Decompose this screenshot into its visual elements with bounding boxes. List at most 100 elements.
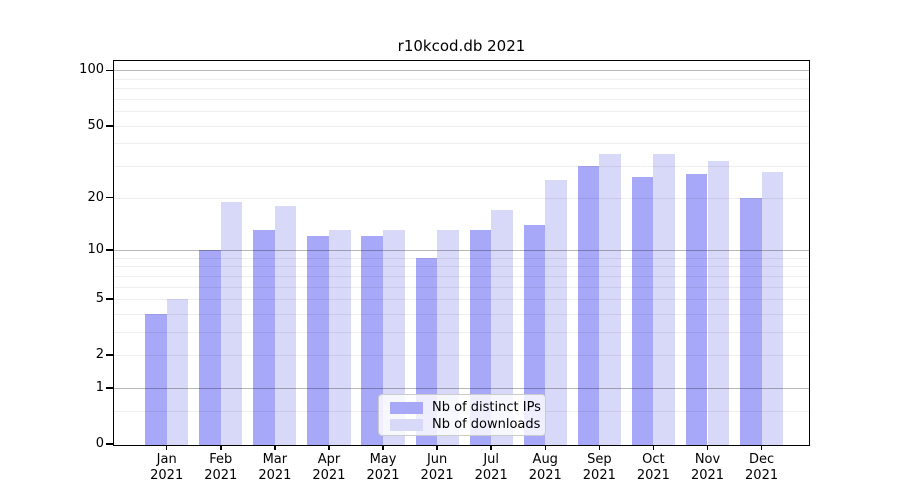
gridline-9 [114, 257, 809, 259]
y-tick-label-10: 10 [87, 241, 104, 257]
x-label-year: 2021 [745, 468, 779, 483]
x-tick-may [382, 445, 384, 450]
x-label-year: 2021 [420, 468, 454, 483]
x-label-year: 2021 [312, 468, 346, 483]
x-label-year: 2021 [690, 468, 725, 483]
x-tick-apr [328, 445, 330, 450]
gridline-70 [114, 99, 809, 101]
y-tick-100 [106, 69, 113, 72]
bar-downloads-sep [599, 154, 621, 445]
x-label-month: Mar [262, 452, 288, 467]
x-tick-label-may: May 2021 [352, 452, 414, 484]
x-tick-label-jun: Jun 2021 [406, 452, 468, 484]
x-label-year: 2021 [474, 468, 508, 483]
x-tick-label-mar: Mar 2021 [244, 452, 306, 484]
x-tick-label-dec: Dec 2021 [731, 452, 793, 484]
gridline-30 [114, 166, 809, 168]
bar-distinct-ips-apr [307, 236, 329, 445]
bar-distinct-ips-jan [145, 313, 167, 445]
x-label-year: 2021 [582, 468, 616, 483]
x-tick-jun [436, 445, 438, 450]
bar-downloads-dec [761, 171, 784, 445]
x-label-month: Dec [749, 452, 775, 467]
gridline-40 [114, 143, 809, 145]
bar-downloads-feb [220, 201, 243, 445]
x-tick-feb [220, 445, 222, 450]
x-label-month: Apr [317, 452, 341, 467]
x-label-month: Jun [426, 452, 448, 467]
bar-downloads-jun [437, 230, 459, 445]
x-tick-oct [652, 445, 655, 450]
gridline-60 [114, 111, 809, 113]
x-label-month: Oct [642, 452, 665, 467]
x-label-month: May [369, 452, 397, 467]
gridline-4 [114, 313, 809, 315]
bar-distinct-ips-mar [253, 230, 275, 445]
bar-distinct-ips-dec [739, 197, 762, 445]
x-label-year: 2021 [258, 468, 292, 483]
x-tick-label-sep: Sep 2021 [568, 452, 630, 484]
gridline-major-10 [114, 249, 809, 251]
y-tick-2 [106, 354, 113, 356]
y-tick-label-50: 50 [87, 117, 104, 133]
bar-distinct-ips-jul [469, 230, 492, 445]
gridline-20 [114, 197, 809, 199]
x-tick-label-oct: Oct 2021 [622, 452, 684, 484]
bar-downloads-jul [491, 210, 513, 445]
x-tick-mar [274, 445, 276, 450]
y-tick-label-1: 1 [95, 379, 104, 395]
bar-distinct-ips-nov [685, 174, 708, 445]
x-label-year: 2021 [366, 468, 400, 483]
y-tick-label-5: 5 [95, 291, 104, 307]
bar-downloads-nov [707, 161, 730, 445]
gridline-5 [114, 299, 809, 301]
bar-distinct-ips-oct [631, 177, 654, 445]
legend-row-downloads: Nb of downloads [390, 416, 545, 433]
gridline-2 [114, 355, 809, 357]
gridline-major-100 [114, 70, 809, 72]
bar-downloads-aug [545, 180, 567, 445]
x-tick-label-feb: Feb 2021 [190, 452, 252, 484]
x-label-month: Aug [532, 452, 558, 467]
x-label-year: 2021 [150, 468, 184, 483]
gridline-90 [114, 78, 809, 80]
gridline-50 [114, 125, 809, 127]
x-tick-label-jul: Jul 2021 [460, 452, 522, 484]
x-tick-label-aug: Aug 2021 [514, 452, 576, 484]
bar-downloads-may [383, 230, 405, 445]
bar-downloads-oct [653, 154, 675, 445]
x-tick-label-nov: Nov 2021 [677, 452, 739, 484]
gridline-3 [114, 331, 809, 333]
x-tick-aug [544, 445, 546, 450]
x-tick-jan [165, 445, 168, 450]
legend-row-ips: Nb of distinct IPs [390, 399, 545, 416]
x-label-month: Nov [694, 452, 721, 467]
bar-distinct-ips-may [361, 236, 383, 445]
legend-label-downloads: Nb of downloads [432, 417, 541, 432]
gridline-7 [114, 275, 809, 277]
x-tick-jul [490, 445, 492, 450]
gridline-8 [114, 266, 809, 268]
x-label-year: 2021 [636, 468, 670, 483]
legend: Nb of distinct IPs Nb of downloads [378, 394, 546, 436]
y-tick-50 [106, 125, 113, 127]
y-tick-label-0: 0 [95, 436, 104, 452]
bar-downloads-apr [328, 230, 351, 445]
bar-distinct-ips-aug [523, 224, 546, 445]
x-tick-sep [598, 445, 601, 450]
y-tick-1 [106, 387, 113, 389]
bars-layer [114, 61, 809, 445]
legend-swatch-distinct-ips [390, 401, 423, 414]
x-tick-label-apr: Apr 2021 [298, 452, 360, 484]
x-label-month: Feb [209, 452, 233, 467]
bar-distinct-ips-sep [577, 166, 600, 445]
x-label-month: Sep [587, 452, 612, 467]
legend-label-distinct-ips: Nb of distinct IPs [432, 400, 541, 415]
y-tick-20 [106, 196, 113, 199]
gridline-major-1 [114, 387, 809, 389]
bar-downloads-jan [166, 299, 189, 445]
y-tick-label-2: 2 [95, 347, 104, 363]
plot-area [113, 60, 810, 446]
y-tick-10 [106, 249, 113, 251]
